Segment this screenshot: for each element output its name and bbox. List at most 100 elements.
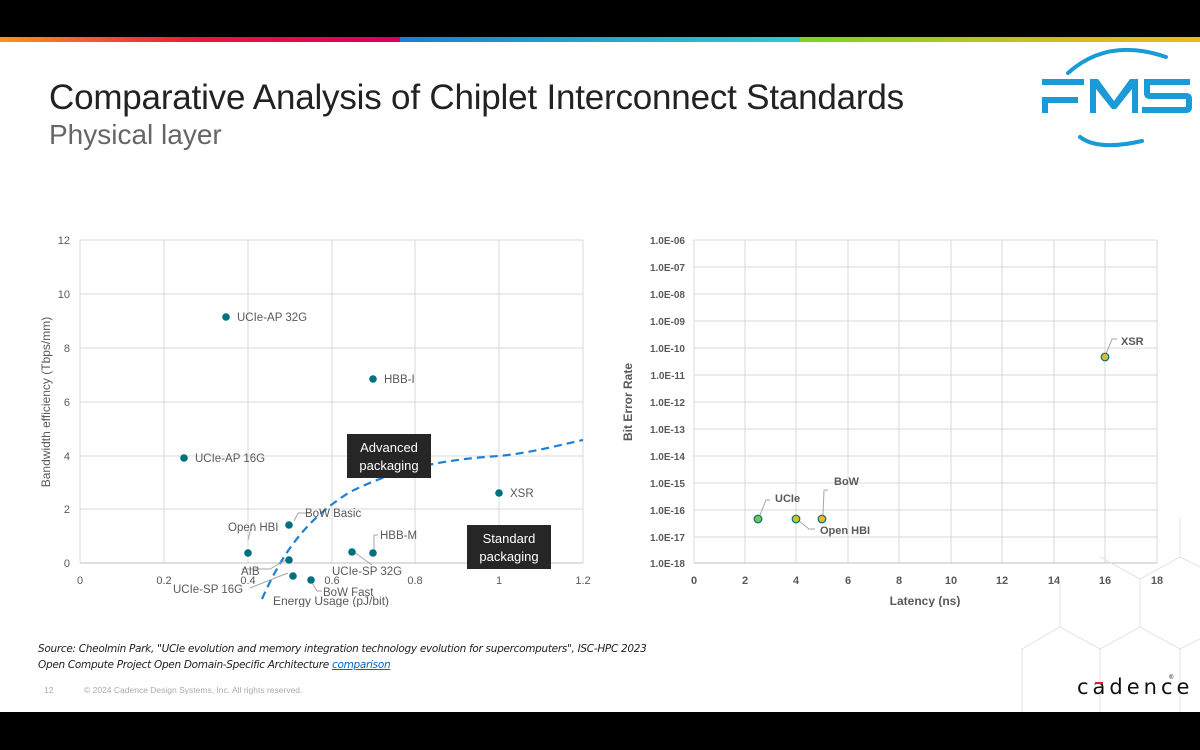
x-tick: 0.4 bbox=[240, 575, 255, 587]
accent-stripe-blue bbox=[400, 37, 800, 42]
accent-stripe-orange-red bbox=[0, 37, 400, 42]
fms-logo-icon bbox=[1042, 47, 1192, 148]
cadence-logo-accent-icon bbox=[1095, 682, 1103, 684]
y-tick: 8 bbox=[64, 343, 70, 355]
x-tick: 0.2 bbox=[156, 575, 171, 587]
y-tick: 1.0E-06 bbox=[650, 236, 685, 247]
y-tick: 1.0E-15 bbox=[650, 479, 685, 490]
bandwidth-vs-energy-chart: 12 10 8 6 4 2 0 0 0.2 0.4 0.6 0.8 1 1.2 … bbox=[39, 235, 591, 607]
x-tick: 8 bbox=[896, 575, 902, 587]
point-label: XSR bbox=[1121, 336, 1144, 348]
y-tick: 1.0E-18 bbox=[650, 559, 685, 570]
x-axis-label: Energy Usage (pJ/bit) bbox=[273, 594, 389, 607]
y-tick: 1.0E-17 bbox=[650, 533, 685, 544]
ber-vs-latency-chart: 1.0E-06 1.0E-07 1.0E-08 1.0E-09 1.0E-10 … bbox=[621, 236, 1163, 607]
y-tick: 1.0E-12 bbox=[650, 398, 685, 409]
svg-text:packaging: packaging bbox=[479, 549, 538, 564]
y-tick: 1.0E-10 bbox=[650, 344, 685, 355]
x-tick: 16 bbox=[1099, 575, 1111, 587]
point-label: AIB bbox=[241, 566, 260, 578]
x-tick: 0 bbox=[691, 575, 697, 587]
advanced-packaging-box: Advanced packaging bbox=[347, 434, 431, 478]
point-label: BoW Fast bbox=[323, 587, 374, 599]
source-line-1: Source: Cheolmin Park, "UCIe evolution a… bbox=[38, 643, 647, 655]
point-label: UCIe-SP 32G bbox=[332, 566, 402, 578]
x-tick: 1.2 bbox=[575, 575, 590, 587]
slide-title: Comparative Analysis of Chiplet Intercon… bbox=[49, 78, 904, 117]
left-chart-y-ticks: 12 10 8 6 4 2 0 bbox=[58, 235, 70, 570]
y-tick: 1.0E-09 bbox=[650, 317, 685, 328]
right-chart-gridlines bbox=[693, 239, 1158, 564]
point-label: XSR bbox=[510, 488, 534, 500]
data-point bbox=[285, 521, 293, 529]
svg-text:packaging: packaging bbox=[359, 458, 418, 473]
x-tick: 12 bbox=[996, 575, 1008, 587]
data-point bbox=[289, 572, 297, 580]
data-point bbox=[495, 489, 503, 497]
x-tick: 2 bbox=[742, 575, 748, 587]
y-tick: 1.0E-07 bbox=[650, 263, 685, 274]
point-label: HBB-I bbox=[384, 374, 415, 386]
x-tick: 4 bbox=[793, 575, 800, 587]
y-tick: 1.0E-14 bbox=[650, 452, 685, 463]
point-label: Open HBI bbox=[820, 525, 870, 537]
left-chart-points bbox=[180, 313, 503, 584]
y-tick: 4 bbox=[64, 451, 70, 463]
y-tick: 6 bbox=[64, 397, 70, 409]
y-tick: 10 bbox=[58, 289, 70, 301]
copyright-text: © 2024 Cadence Design Systems, Inc. All … bbox=[84, 685, 303, 695]
right-chart-point-labels: UCIe Open HBI BoW XSR bbox=[775, 336, 1144, 537]
data-point bbox=[817, 514, 827, 524]
data-point bbox=[180, 454, 188, 462]
data-point bbox=[369, 375, 377, 383]
svg-text:Advanced: Advanced bbox=[360, 440, 418, 455]
point-label: Open HBI bbox=[228, 522, 279, 534]
point-label: UCIe-AP 16G bbox=[195, 453, 265, 465]
left-chart-leader-lines bbox=[242, 512, 378, 592]
data-point bbox=[791, 514, 801, 524]
left-chart-gridlines bbox=[79, 239, 584, 564]
data-point bbox=[369, 549, 377, 557]
svg-text:Standard: Standard bbox=[483, 531, 536, 546]
y-axis-label: Bit Error Rate bbox=[621, 363, 635, 441]
point-label: BoW Basic bbox=[305, 508, 361, 520]
x-tick: 0 bbox=[77, 575, 83, 587]
y-tick: 2 bbox=[64, 504, 70, 516]
data-point bbox=[348, 548, 356, 556]
x-tick: 6 bbox=[845, 575, 851, 587]
point-label: UCIe-AP 32G bbox=[237, 312, 307, 324]
y-tick: 0 bbox=[64, 558, 70, 570]
right-chart-y-ticks: 1.0E-06 1.0E-07 1.0E-08 1.0E-09 1.0E-10 … bbox=[650, 236, 685, 570]
slide-subtitle: Physical layer bbox=[49, 119, 222, 150]
slide: Comparative Analysis of Chiplet Intercon… bbox=[0, 37, 1200, 712]
y-tick: 1.0E-11 bbox=[651, 371, 686, 382]
accent-stripe-green-yellow bbox=[800, 37, 1200, 42]
left-chart-point-labels: UCIe-AP 32G HBB-I UCIe-AP 16G XSR BoW Ba… bbox=[173, 312, 534, 599]
cadence-logo: cadence bbox=[1077, 675, 1194, 699]
y-tick: 1.0E-13 bbox=[650, 425, 685, 436]
point-label: HBB-M bbox=[380, 530, 417, 542]
x-tick: 10 bbox=[945, 575, 957, 587]
x-tick: 1 bbox=[496, 575, 502, 587]
y-tick: 1.0E-08 bbox=[650, 290, 685, 301]
standard-packaging-box: Standard packaging bbox=[467, 525, 551, 569]
y-tick: 1.0E-16 bbox=[650, 506, 685, 517]
x-tick: 18 bbox=[1151, 575, 1163, 587]
right-chart-x-ticks: 0 2 4 6 8 10 12 14 16 18 bbox=[691, 575, 1163, 587]
page-number: 12 bbox=[44, 685, 54, 695]
x-axis-label: Latency (ns) bbox=[890, 594, 961, 607]
point-label: BoW bbox=[834, 476, 860, 488]
y-tick: 12 bbox=[58, 235, 70, 247]
right-chart-points bbox=[753, 352, 1110, 524]
comparison-link[interactable]: comparison bbox=[331, 659, 391, 671]
source-line-2: Open Compute Project Open Domain-Specifi… bbox=[38, 659, 391, 671]
data-point bbox=[1100, 352, 1110, 362]
hexagon-background-pattern bbox=[1021, 517, 1200, 712]
data-point bbox=[285, 556, 293, 564]
data-point bbox=[244, 549, 252, 557]
x-tick: 14 bbox=[1048, 575, 1061, 587]
point-label: UCIe bbox=[775, 493, 800, 505]
data-point bbox=[753, 514, 763, 524]
data-point bbox=[222, 313, 230, 321]
left-chart-x-ticks: 0 0.2 0.4 0.6 0.8 1 1.2 bbox=[77, 575, 591, 587]
